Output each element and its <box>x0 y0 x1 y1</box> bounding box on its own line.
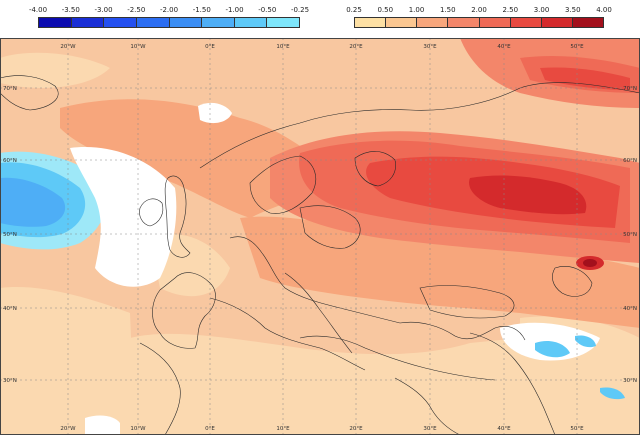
legend-negative-swatch-4 <box>169 18 203 27</box>
axis-labels-top: 20°W 10°W 0°E 10°E 20°E 30°E 40°E 50°E <box>60 44 584 50</box>
legend-tick: 4.00 <box>596 6 612 14</box>
legend-positive-swatch-6 <box>541 18 573 27</box>
legend-negative-swatch-6 <box>234 18 268 27</box>
gridlines <box>0 38 640 435</box>
legend-tick: 3.50 <box>564 6 581 14</box>
lon-label: 30°E <box>423 44 437 50</box>
legend-tick: 3.00 <box>533 6 550 14</box>
lat-label: 60°N <box>3 158 17 164</box>
lon-label: 10°W <box>130 426 146 432</box>
axis-labels-bottom: 20°W 10°W 0°E 10°E 20°E 30°E 40°E 50°E <box>60 426 584 432</box>
legend-tick: 0.25 <box>346 6 362 14</box>
legend-tick: 1.50 <box>439 6 456 14</box>
lat-label: 30°N <box>3 378 17 384</box>
legend-tick: -3.00 <box>94 6 113 14</box>
anomaly-field-weak <box>0 52 640 435</box>
legend-tick: -3.50 <box>61 6 80 14</box>
legend-negative-swatch-3 <box>136 18 170 27</box>
legend-positive-swatch-2 <box>417 18 449 27</box>
legend-positive-ticks: 0.25 0.50 1.00 1.50 2.00 2.50 3.00 3.50 … <box>346 5 612 17</box>
lon-label: 50°E <box>570 44 584 50</box>
anomaly-field-cold <box>0 151 108 250</box>
legend-negative-swatch-5 <box>202 18 235 27</box>
legend-positive-swatch-7 <box>572 18 603 27</box>
legend-tick: -1.50 <box>192 6 211 14</box>
legend-negative-swatch-2 <box>104 18 137 27</box>
legend-tick: 1.00 <box>408 6 425 14</box>
lat-label: 40°N <box>623 306 637 312</box>
legend-tick: -2.50 <box>127 6 146 14</box>
lon-label: 30°E <box>423 426 437 432</box>
lon-label: 10°W <box>130 44 146 50</box>
lat-label: 30°N <box>623 378 637 384</box>
legend-tick: 2.50 <box>502 6 519 14</box>
legend-tick: 2.00 <box>471 6 487 14</box>
coastlines <box>0 75 640 435</box>
legend-positive-swatch-5 <box>510 18 542 27</box>
anomaly-field-max <box>583 259 597 267</box>
lon-label: 40°E <box>497 426 511 432</box>
lat-label: 70°N <box>3 86 17 92</box>
lon-label: 20°E <box>349 44 363 50</box>
legend-negative: -4.00 -3.50 -3.00 -2.50 -2.00 -1.50 -1.0… <box>29 0 309 34</box>
legend-tick: -1.00 <box>225 6 244 14</box>
legend-negative-swatch-0 <box>39 18 72 27</box>
axis-labels-right: 70°N 60°N 50°N 40°N 30°N <box>623 86 637 384</box>
lat-label: 50°N <box>623 232 637 238</box>
legend-negative-swatch-7 <box>267 18 299 27</box>
legend-tick: -4.00 <box>28 6 48 14</box>
legend-positive: 0.25 0.50 1.00 1.50 2.00 2.50 3.00 3.50 … <box>346 0 612 34</box>
legend-tick: -0.25 <box>290 6 310 14</box>
legend-positive-swatch-4 <box>479 18 511 27</box>
lon-label: 40°E <box>497 44 511 50</box>
lon-label: 20°W <box>60 426 76 432</box>
lon-label: 10°E <box>276 426 290 432</box>
legend-positive-swatch-3 <box>448 18 480 27</box>
lon-label: 20°E <box>349 426 363 432</box>
lon-label: 20°W <box>60 44 76 50</box>
anomaly-field-cold-east <box>535 335 625 400</box>
anomaly-field-neutral <box>70 102 600 435</box>
legend-positive-swatch-1 <box>386 18 418 27</box>
lat-label: 50°N <box>3 232 17 238</box>
lon-label: 50°E <box>570 426 584 432</box>
legend-tick: 0.50 <box>377 6 394 14</box>
lat-label: 60°N <box>623 158 637 164</box>
lon-label: 10°E <box>276 44 290 50</box>
legend-tick: -2.00 <box>159 6 179 14</box>
lat-label: 40°N <box>3 306 17 312</box>
legend-tick: -0.50 <box>258 6 277 14</box>
legend-positive-colorbar <box>354 17 604 28</box>
lon-label: 0°E <box>205 426 215 432</box>
lat-label: 70°N <box>623 86 637 92</box>
legend-negative-colorbar <box>38 17 300 28</box>
axis-labels-left: 70°N 60°N 50°N 40°N 30°N <box>3 86 17 384</box>
lon-label: 0°E <box>205 44 215 50</box>
legend-negative-swatch-1 <box>71 18 105 27</box>
legend-positive-swatch-0 <box>355 18 387 27</box>
legend-negative-ticks: -4.00 -3.50 -3.00 -2.50 -2.00 -1.50 -1.0… <box>29 5 309 17</box>
anomaly-map: 20°W 10°W 0°E 10°E 20°E 30°E 40°E 50°E 2… <box>0 38 640 435</box>
